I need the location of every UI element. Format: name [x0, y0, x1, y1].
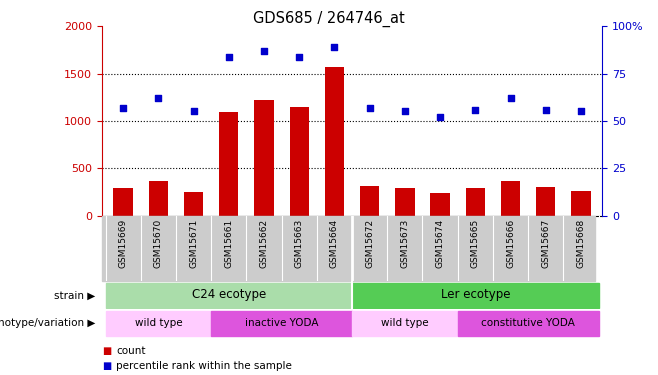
- Text: GSM15668: GSM15668: [576, 219, 586, 268]
- Bar: [466, 188, 485, 216]
- Text: GSM15665: GSM15665: [470, 219, 480, 268]
- Bar: [352, 311, 458, 336]
- Point: [435, 114, 445, 120]
- Text: GSM15662: GSM15662: [259, 219, 268, 268]
- Bar: [458, 311, 599, 336]
- Text: strain ▶: strain ▶: [54, 290, 95, 300]
- Text: GSM15674: GSM15674: [436, 219, 445, 268]
- Text: GSM15670: GSM15670: [154, 219, 163, 268]
- Point: [224, 54, 234, 60]
- Bar: [254, 100, 274, 216]
- Text: GSM15667: GSM15667: [542, 219, 550, 268]
- Text: GSM15661: GSM15661: [224, 219, 234, 268]
- Point: [470, 106, 480, 112]
- Text: GSM15671: GSM15671: [189, 219, 198, 268]
- Point: [540, 106, 551, 112]
- Bar: [501, 181, 520, 216]
- Point: [576, 108, 586, 114]
- Bar: [184, 192, 203, 216]
- Text: wild type: wild type: [381, 318, 428, 328]
- Text: count: count: [116, 346, 146, 355]
- Bar: [219, 112, 238, 216]
- Text: GSM15672: GSM15672: [365, 219, 374, 268]
- Bar: [360, 186, 379, 216]
- Text: constitutive YODA: constitutive YODA: [481, 318, 575, 328]
- Bar: [211, 311, 352, 336]
- Bar: [325, 67, 344, 216]
- Text: genotype/variation ▶: genotype/variation ▶: [0, 318, 95, 328]
- Bar: [395, 188, 415, 216]
- Point: [188, 108, 199, 114]
- Text: GSM15666: GSM15666: [506, 219, 515, 268]
- Text: ■: ■: [102, 361, 111, 370]
- Text: percentile rank within the sample: percentile rank within the sample: [116, 361, 292, 370]
- Text: GDS685 / 264746_at: GDS685 / 264746_at: [253, 11, 405, 27]
- Bar: [105, 311, 211, 336]
- Bar: [105, 283, 352, 308]
- Point: [399, 108, 410, 114]
- Point: [505, 95, 516, 101]
- Point: [118, 105, 128, 111]
- Point: [365, 105, 375, 111]
- Text: GSM15664: GSM15664: [330, 219, 339, 268]
- Bar: [571, 192, 591, 216]
- Point: [153, 95, 164, 101]
- Bar: [149, 181, 168, 216]
- Text: C24 ecotype: C24 ecotype: [191, 288, 266, 301]
- Text: wild type: wild type: [134, 318, 182, 328]
- Bar: [113, 188, 133, 216]
- Bar: [352, 283, 599, 308]
- Text: ■: ■: [102, 346, 111, 355]
- Bar: [536, 187, 555, 216]
- Text: Ler ecotype: Ler ecotype: [441, 288, 510, 301]
- Text: GSM15673: GSM15673: [400, 219, 409, 268]
- Point: [329, 44, 340, 50]
- Text: inactive YODA: inactive YODA: [245, 318, 318, 328]
- Bar: [290, 107, 309, 216]
- Point: [294, 54, 305, 60]
- Text: GSM15663: GSM15663: [295, 219, 304, 268]
- Bar: [430, 193, 450, 216]
- Text: GSM15669: GSM15669: [118, 219, 128, 268]
- Point: [259, 48, 269, 54]
